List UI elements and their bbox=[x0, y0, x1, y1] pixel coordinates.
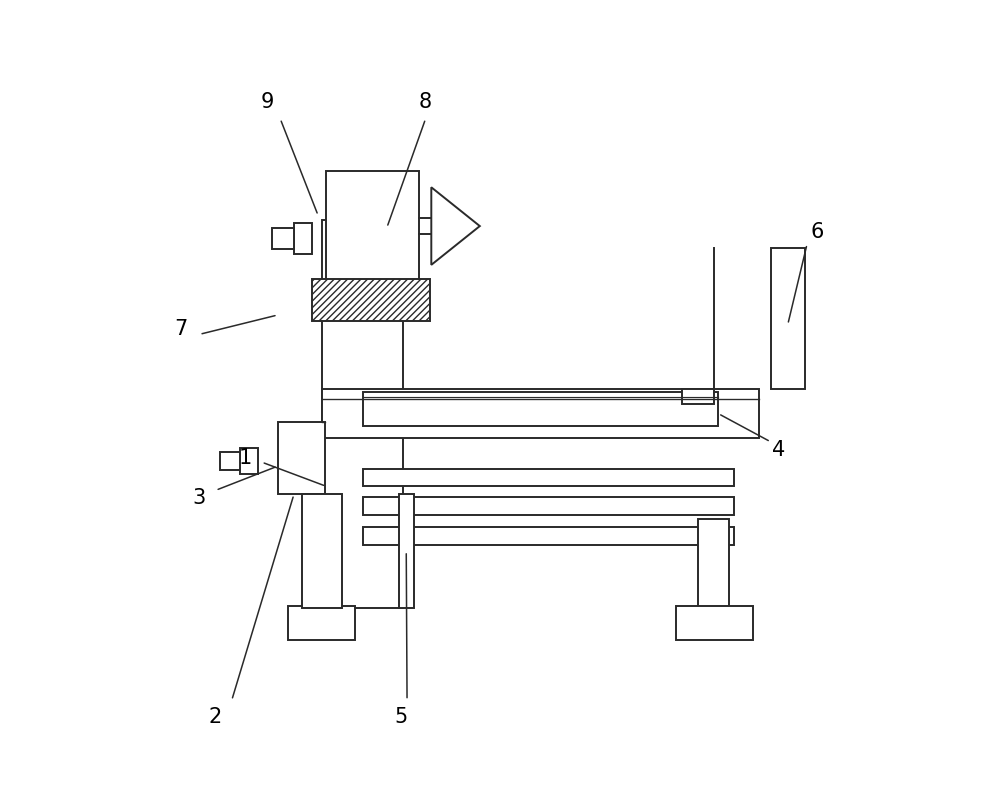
Bar bbox=[676, 606, 753, 640]
Text: 4: 4 bbox=[772, 440, 785, 460]
Text: 3: 3 bbox=[193, 488, 206, 508]
Bar bbox=[771, 248, 805, 389]
Bar bbox=[682, 389, 714, 404]
Polygon shape bbox=[431, 187, 480, 265]
Bar bbox=[294, 223, 312, 254]
Bar bbox=[363, 497, 734, 515]
Text: 9: 9 bbox=[261, 92, 274, 113]
Bar bbox=[312, 279, 430, 320]
Text: 5: 5 bbox=[395, 706, 408, 727]
Bar bbox=[240, 448, 258, 474]
Bar bbox=[698, 519, 729, 607]
Bar bbox=[278, 422, 325, 495]
Text: 7: 7 bbox=[174, 319, 187, 339]
Bar bbox=[322, 220, 403, 607]
Bar bbox=[326, 171, 419, 281]
Text: 2: 2 bbox=[209, 706, 222, 727]
Bar bbox=[322, 389, 759, 438]
Bar bbox=[302, 495, 342, 607]
Text: 8: 8 bbox=[419, 92, 432, 113]
Text: 6: 6 bbox=[810, 221, 824, 242]
Bar bbox=[363, 392, 718, 426]
Bar bbox=[363, 469, 734, 487]
Text: 1: 1 bbox=[239, 448, 252, 468]
Bar bbox=[288, 606, 355, 640]
Bar bbox=[399, 495, 414, 607]
Bar bbox=[272, 229, 294, 249]
Bar bbox=[363, 526, 734, 544]
Bar bbox=[220, 453, 240, 470]
